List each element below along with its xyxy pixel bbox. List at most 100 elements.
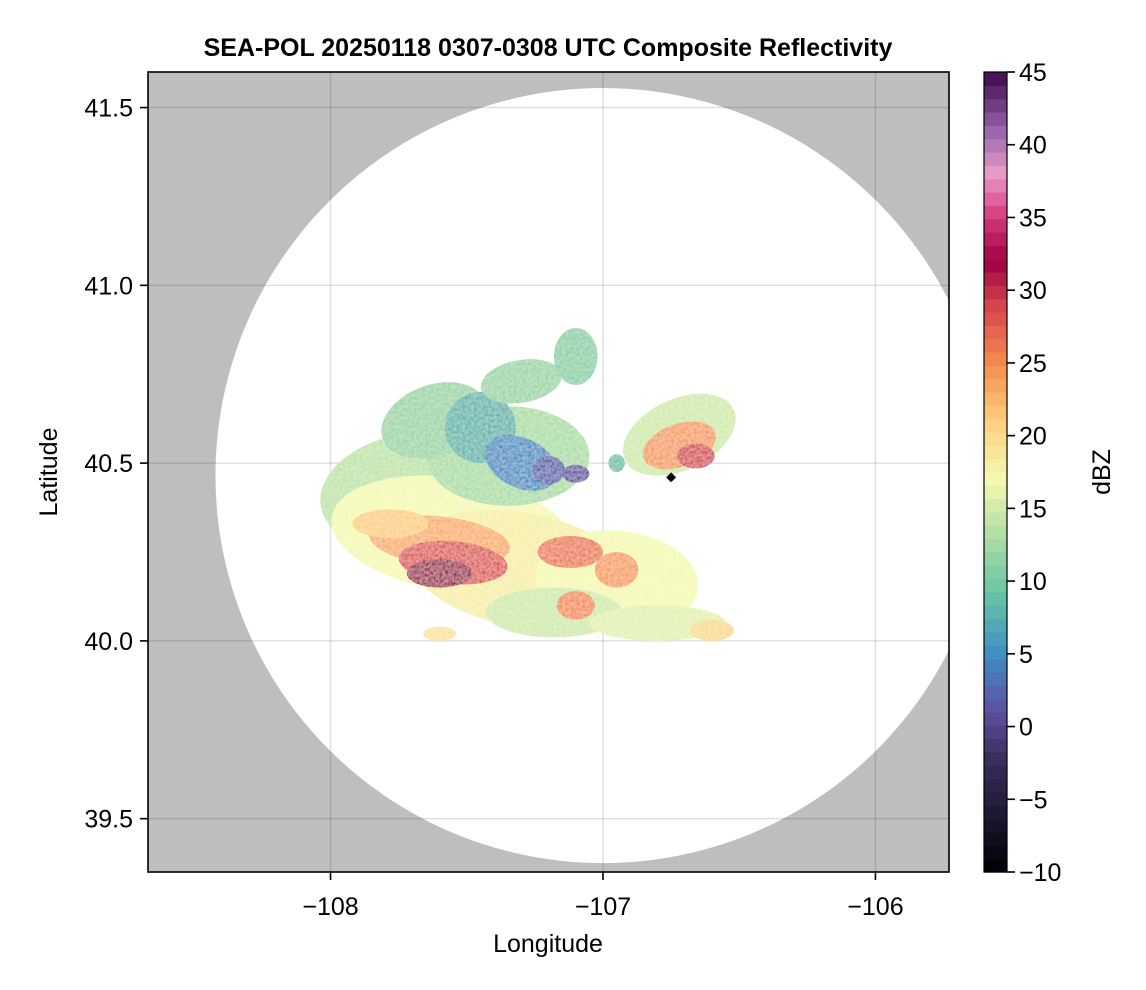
echo-cell xyxy=(537,536,603,568)
colorbar-bin xyxy=(984,805,1007,820)
colorbar-bin xyxy=(984,698,1007,713)
x-tick-label: −107 xyxy=(575,893,631,921)
colorbar-bin xyxy=(984,672,1007,686)
colorbar-bin xyxy=(984,138,1007,153)
y-tick-label: 40.0 xyxy=(84,628,133,656)
colorbar-bin xyxy=(984,338,1007,353)
colorbar-bin xyxy=(984,85,1007,100)
colorbar-tick-label: 35 xyxy=(1019,204,1047,232)
chart-title: SEA-POL 20250118 0307-0308 UTC Composite… xyxy=(204,34,893,62)
echo-cell xyxy=(690,619,734,641)
colorbar-tick-label: 15 xyxy=(1019,495,1047,523)
echo-cell xyxy=(406,559,473,588)
colorbar-bin xyxy=(984,538,1007,553)
colorbar-bin xyxy=(984,632,1007,646)
colorbar-bin xyxy=(984,405,1007,420)
colorbar-bin xyxy=(984,485,1007,500)
echo-cell xyxy=(676,443,715,469)
colorbar-bin xyxy=(984,258,1007,273)
colorbar-tick-label: 0 xyxy=(1019,714,1033,742)
colorbar-bin xyxy=(984,432,1007,446)
colorbar-bin xyxy=(984,832,1007,846)
x-tick-label: −108 xyxy=(302,893,358,921)
colorbar-bin xyxy=(984,152,1007,166)
colorbar-tick-label: 45 xyxy=(1019,59,1047,87)
y-axis-label: Latitude xyxy=(35,428,63,517)
colorbar-bin xyxy=(984,218,1007,233)
colorbar-tick-label: 40 xyxy=(1019,132,1047,160)
colorbar-bin xyxy=(984,365,1007,380)
colorbar-bin xyxy=(984,205,1007,220)
colorbar-bin xyxy=(984,738,1007,753)
colorbar-bin xyxy=(984,725,1007,740)
x-axis-ticks: −108 −107 −106 xyxy=(302,872,904,921)
colorbar-bin xyxy=(984,498,1007,513)
echo-cell xyxy=(480,359,562,404)
reflectivity-echoes xyxy=(320,328,736,641)
echo-cell xyxy=(562,464,590,483)
echo-cell xyxy=(608,454,625,472)
colorbar-bin xyxy=(984,245,1007,260)
y-axis-ticks: 39.5 40.0 40.5 41.0 41.5 xyxy=(84,95,148,834)
colorbar-bin xyxy=(984,112,1007,126)
colorbar-tick-label: 20 xyxy=(1019,423,1047,451)
colorbar-tick-label: 5 xyxy=(1019,641,1033,669)
radar-location-marker xyxy=(666,472,677,483)
colorbar-bin xyxy=(984,605,1007,620)
echo-cell xyxy=(553,328,598,385)
colorbar-bin xyxy=(984,525,1007,540)
colorbar-bin xyxy=(984,378,1007,393)
y-tick-label: 40.5 xyxy=(84,450,133,478)
colorbar-bin xyxy=(984,645,1007,660)
echo-cell xyxy=(352,509,429,538)
colorbar-bin xyxy=(984,592,1007,606)
colorbar-bin xyxy=(984,325,1007,340)
colorbar-bin xyxy=(984,165,1007,180)
colorbar-bin xyxy=(984,232,1007,246)
colorbar-bin xyxy=(984,578,1007,593)
colorbar-bin xyxy=(984,685,1007,700)
colorbar-bin xyxy=(984,765,1007,780)
colorbar-bin xyxy=(984,125,1007,140)
colorbar-bin xyxy=(984,792,1007,806)
colorbar-tick-label: 25 xyxy=(1019,350,1047,378)
colorbar-bin xyxy=(984,752,1007,766)
colorbar-bin xyxy=(984,858,1007,873)
colorbar-bin xyxy=(984,298,1007,313)
echo-cell xyxy=(423,626,456,641)
y-tick-label: 41.0 xyxy=(84,272,133,300)
colorbar-bin xyxy=(984,458,1007,473)
colorbar-bin xyxy=(984,845,1007,860)
colorbar-bin xyxy=(984,565,1007,580)
echo-cell xyxy=(594,552,639,588)
colorbar-frame xyxy=(983,71,1008,873)
colorbar-bin xyxy=(984,552,1007,566)
colorbar-bin xyxy=(984,472,1007,486)
echo-cell xyxy=(532,456,565,485)
colorbar-bin xyxy=(984,98,1007,113)
colorbar-tick-label: 10 xyxy=(1019,568,1047,596)
colorbar-bin xyxy=(984,818,1007,833)
colorbar-label: dBZ xyxy=(1088,449,1116,495)
colorbar-bin xyxy=(984,272,1007,286)
y-tick-label: 39.5 xyxy=(84,806,133,834)
colorbar-tick-label: −5 xyxy=(1019,786,1048,814)
colorbar-bin xyxy=(984,72,1007,86)
y-tick-label: 41.5 xyxy=(84,95,133,123)
colorbar-bin xyxy=(984,712,1007,726)
colorbar-bin xyxy=(984,778,1007,793)
plot-area xyxy=(148,72,949,872)
colorbar-bin xyxy=(984,192,1007,206)
colorbar-bin xyxy=(984,658,1007,673)
x-tick-label: −106 xyxy=(847,893,903,921)
colorbar-tick-label: 30 xyxy=(1019,277,1047,305)
colorbar-bin xyxy=(984,445,1007,460)
echo-cell xyxy=(556,591,595,620)
plot-frame xyxy=(147,71,950,873)
colorbar-bin xyxy=(984,285,1007,300)
colorbar-bin xyxy=(984,352,1007,366)
colorbar-tick-label: −10 xyxy=(1019,859,1061,887)
colorbar-bin xyxy=(984,418,1007,433)
colorbar: 45 40 35 30 25 20 15 10 5 0 −5 −10 xyxy=(983,59,1061,887)
